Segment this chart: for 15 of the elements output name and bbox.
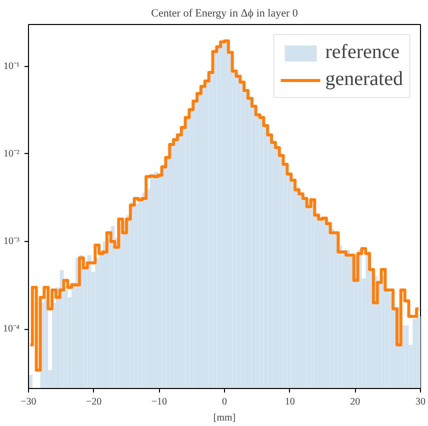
y-tick-label: 10⁻³ <box>4 236 20 248</box>
y-tick-label: 10⁻¹ <box>4 60 20 72</box>
x-tick-label: 10 <box>284 396 295 408</box>
x-tick-label: 30 <box>416 396 426 408</box>
x-tick-label: −10 <box>151 396 167 408</box>
x-tick-label: 0 <box>222 396 227 408</box>
legend-label: generated <box>325 68 403 91</box>
y-tick-label: 10⁻² <box>4 148 20 160</box>
x-axis-title: [mm] <box>213 412 236 424</box>
y-tick-label: 10⁻⁴ <box>3 324 20 335</box>
x-tick-label: 20 <box>350 396 360 408</box>
legend-label: reference <box>325 41 400 64</box>
x-tick-label: −20 <box>86 396 102 408</box>
chart-title: Center of Energy in Δϕ in layer 0 <box>151 8 298 20</box>
x-tick-label: −30 <box>20 396 36 408</box>
